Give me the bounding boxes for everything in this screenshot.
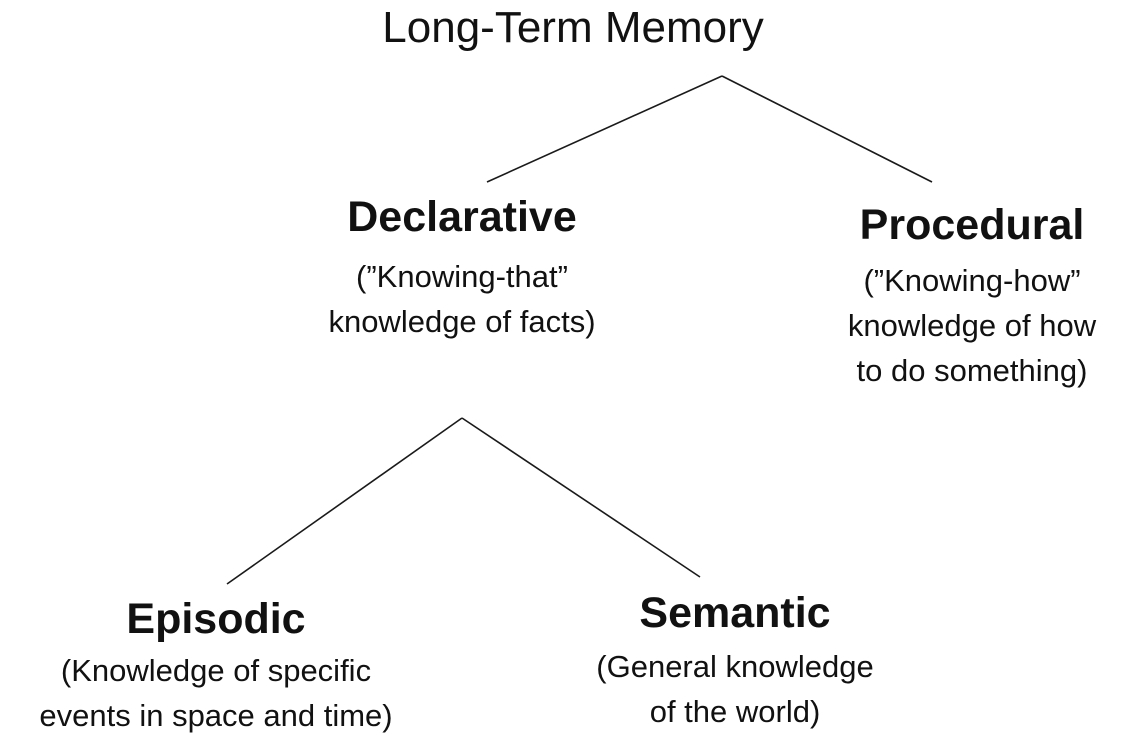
procedural-description-line: (”Knowing-how” <box>863 262 1081 298</box>
episodic-description-line: (Knowledge of specific <box>60 652 372 688</box>
episodic-description-line: events in space and time) <box>39 697 393 733</box>
episodic-node: Episodic (Knowledge of specific events i… <box>39 594 392 738</box>
semantic-title: Semantic <box>639 589 831 637</box>
declarative-title: Declarative <box>347 193 577 241</box>
episodic-title: Episodic <box>126 595 306 643</box>
declarative-description-line: (”Knowing-that” <box>356 258 568 294</box>
procedural-description: (”Knowing-how” knowledge of how to do so… <box>848 258 1096 393</box>
declarative-description: (”Knowing-that” knowledge of facts) <box>328 254 595 344</box>
procedural-description-line: knowledge of how <box>847 307 1097 343</box>
procedural-node: Procedural (”Knowing-how” knowledge of h… <box>848 200 1096 393</box>
episodic-description: (Knowledge of specific events in space a… <box>39 648 392 738</box>
semantic-description-line: (General knowledge <box>596 648 874 684</box>
semantic-node: Semantic (General knowledge of the world… <box>596 588 873 734</box>
semantic-description: (General knowledge of the world) <box>596 644 873 734</box>
declarative-description-line: knowledge of facts) <box>328 303 596 339</box>
connector-declarative-to-episodic <box>226 417 463 585</box>
declarative-node: Declarative (”Knowing-that” knowledge of… <box>328 192 595 344</box>
connector-root-to-procedural <box>721 75 933 183</box>
connector-declarative-to-semantic <box>461 417 701 578</box>
root-title: Long-Term Memory <box>382 3 764 52</box>
semantic-description-line: of the world) <box>649 693 821 729</box>
connector-root-to-declarative <box>486 75 723 183</box>
procedural-title: Procedural <box>859 201 1085 249</box>
procedural-description-line: to do something) <box>856 352 1088 388</box>
root-node: Long-Term Memory <box>382 2 763 55</box>
